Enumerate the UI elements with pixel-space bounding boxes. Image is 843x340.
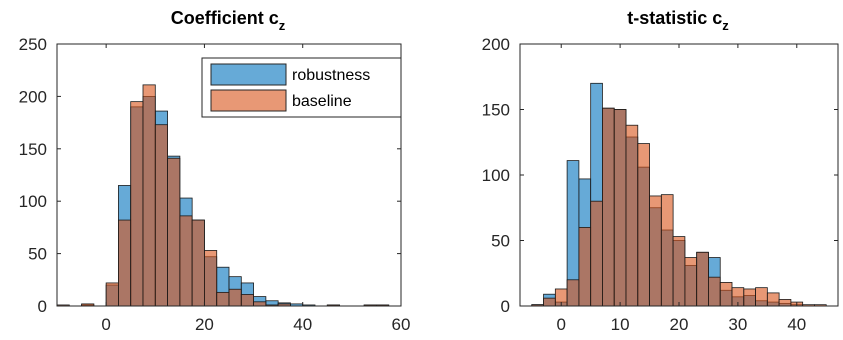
x-tick-label: 40 (293, 315, 312, 334)
baseline-bar (105, 282, 119, 307)
baseline-bar (167, 157, 181, 307)
title-subscript: z (279, 18, 286, 33)
y-tick-label: 200 (482, 35, 510, 54)
legend-swatch-baseline (210, 89, 287, 112)
baseline-bar (142, 84, 156, 307)
axes-box (56, 43, 402, 307)
baseline-bar (672, 236, 686, 307)
baseline-bar (708, 276, 721, 307)
legend-swatch-robustness (210, 63, 287, 86)
baseline-bar (649, 195, 662, 307)
y-tick-label: 0 (501, 297, 510, 316)
legend-label-baseline: baseline (292, 93, 352, 110)
x-tick-label: 40 (787, 315, 806, 334)
baseline-bar (191, 219, 205, 307)
baseline-bar (755, 287, 768, 307)
x-tick-label: 20 (670, 315, 689, 334)
bars-layer (56, 84, 390, 307)
y-tick-label: 200 (19, 87, 47, 106)
baseline-bar (590, 200, 603, 307)
legend: robustness baseline (201, 57, 402, 118)
x-tick-label: 0 (101, 315, 110, 334)
baseline-bar (625, 124, 639, 307)
baseline-bar (216, 291, 230, 307)
tick-layer: 0 10 20 30 40 0 50 100 150 200 (482, 35, 838, 334)
chart-title: t-statistic cz (627, 8, 729, 33)
baseline-bar (743, 288, 756, 307)
baseline-bar (766, 292, 780, 307)
y-tick-label: 250 (19, 35, 47, 54)
baseline-bar (660, 194, 674, 307)
x-tick-label: 0 (556, 315, 565, 334)
axes-layer (56, 43, 402, 307)
baseline-bar (719, 282, 733, 307)
baseline-bar (543, 297, 556, 307)
x-tick-label: 30 (728, 315, 747, 334)
baseline-bar (130, 101, 144, 307)
y-tick-label: 100 (19, 192, 47, 211)
y-tick-label: 50 (28, 245, 47, 264)
legend-label-robustness: robustness (292, 67, 370, 84)
baseline-bar (228, 288, 242, 307)
x-tick-label: 20 (195, 315, 214, 334)
bars-layer (531, 82, 827, 307)
baseline-bar (613, 109, 627, 307)
y-tick-label: 50 (491, 232, 510, 251)
baseline-bar (154, 124, 168, 307)
x-tick-label: 10 (611, 315, 630, 334)
chart-title: Coefficient cz (171, 8, 286, 33)
baseline-bar (253, 301, 267, 307)
baseline-bar (602, 107, 615, 307)
baseline-bar (118, 219, 132, 307)
t-statistic-histogram: t-statistic cz 0 10 20 30 40 0 50 100 150 200 (482, 8, 839, 334)
baseline-bar (684, 257, 698, 307)
baseline-bar (778, 299, 792, 307)
baseline-bar (578, 226, 592, 307)
y-tick-label: 100 (482, 166, 510, 185)
baseline-bar (637, 143, 650, 307)
y-tick-label: 150 (19, 140, 47, 159)
y-tick-label: 0 (38, 297, 47, 316)
x-tick-label: 60 (392, 315, 411, 334)
baseline-bar (696, 251, 709, 307)
y-tick-label: 150 (482, 101, 510, 120)
title-main: t-statistic c (627, 8, 722, 28)
title-main: Coefficient c (171, 8, 279, 28)
title-subscript: z (722, 18, 729, 33)
baseline-bar (566, 279, 580, 307)
baseline-bar (204, 250, 218, 307)
tick-layer: 0 20 40 60 0 50 100 150 200 250 (19, 35, 411, 334)
coefficient-histogram: Coefficient cz 0 20 40 60 0 50 100 150 200 250 ro… (19, 8, 411, 334)
baseline-bar (240, 294, 254, 307)
baseline-bar (179, 215, 193, 307)
